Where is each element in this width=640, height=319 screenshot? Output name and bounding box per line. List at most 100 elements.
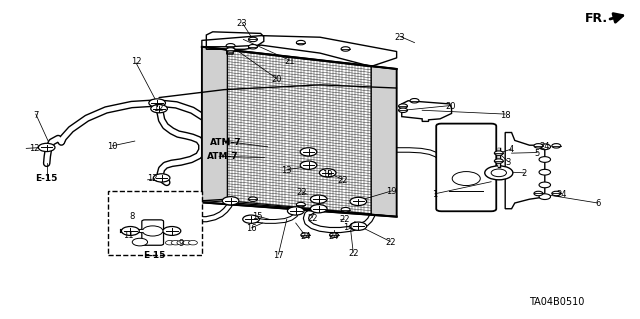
Circle shape [188, 241, 197, 245]
Text: 14: 14 [344, 223, 354, 232]
Text: 6: 6 [595, 199, 600, 208]
Text: 20: 20 [445, 102, 456, 111]
Text: 24: 24 [556, 190, 566, 199]
Text: 22: 22 [339, 215, 349, 224]
Text: 3: 3 [506, 158, 511, 167]
Text: 11: 11 [123, 231, 134, 240]
Circle shape [226, 48, 235, 52]
Circle shape [399, 104, 408, 108]
Text: 22: 22 [348, 249, 358, 258]
Text: FR.: FR. [585, 12, 608, 25]
Circle shape [177, 241, 186, 245]
Text: 17: 17 [273, 251, 284, 260]
Circle shape [552, 191, 561, 196]
Text: 22: 22 [385, 238, 396, 247]
Circle shape [132, 238, 148, 246]
Polygon shape [202, 47, 227, 202]
Text: 22: 22 [297, 188, 307, 197]
Text: E-15: E-15 [143, 251, 165, 260]
Circle shape [539, 144, 550, 150]
Text: 18: 18 [500, 111, 511, 120]
Circle shape [182, 241, 191, 245]
Text: 12: 12 [29, 144, 39, 153]
Text: 24: 24 [329, 232, 339, 241]
Circle shape [534, 191, 543, 196]
Circle shape [484, 166, 513, 180]
Circle shape [248, 197, 257, 201]
Text: ATM-7: ATM-7 [210, 137, 241, 146]
Circle shape [341, 207, 350, 212]
Circle shape [534, 144, 543, 148]
Circle shape [410, 99, 419, 103]
Text: 22: 22 [307, 214, 317, 223]
Polygon shape [371, 66, 397, 217]
Circle shape [287, 207, 304, 215]
Circle shape [539, 182, 550, 188]
Text: 13: 13 [282, 166, 292, 175]
Circle shape [319, 169, 336, 177]
Circle shape [350, 222, 367, 230]
Text: 7: 7 [33, 111, 38, 120]
Text: TA04B0510: TA04B0510 [529, 297, 584, 307]
Circle shape [226, 44, 235, 48]
Text: 22: 22 [337, 176, 348, 185]
Text: 24: 24 [300, 232, 310, 241]
Circle shape [143, 226, 163, 236]
Circle shape [350, 197, 367, 205]
Circle shape [301, 233, 310, 237]
Circle shape [494, 151, 503, 155]
Text: E-15: E-15 [35, 174, 58, 183]
Circle shape [341, 47, 350, 51]
Circle shape [248, 37, 257, 42]
Text: 12: 12 [131, 56, 141, 65]
Text: 12: 12 [153, 104, 164, 113]
Text: 24: 24 [540, 142, 550, 151]
Text: 23: 23 [237, 19, 248, 28]
Text: 23: 23 [394, 33, 405, 42]
Text: 10: 10 [108, 142, 118, 151]
Text: 9: 9 [178, 239, 184, 248]
Text: 8: 8 [129, 212, 134, 221]
Circle shape [122, 226, 140, 235]
Text: ATM-7: ATM-7 [207, 152, 239, 161]
Text: 19: 19 [387, 187, 397, 197]
Circle shape [151, 105, 168, 113]
FancyBboxPatch shape [436, 123, 496, 211]
Circle shape [296, 41, 305, 45]
Text: 4: 4 [509, 145, 514, 154]
Circle shape [539, 169, 550, 175]
Polygon shape [227, 50, 371, 214]
Circle shape [494, 159, 503, 163]
Text: 16: 16 [246, 224, 257, 233]
Circle shape [222, 197, 239, 205]
Text: 15: 15 [252, 212, 262, 221]
Circle shape [163, 226, 180, 235]
Circle shape [552, 144, 561, 148]
Circle shape [172, 241, 180, 245]
Circle shape [539, 157, 550, 162]
Circle shape [539, 194, 550, 199]
Text: 2: 2 [522, 169, 527, 178]
Circle shape [300, 148, 317, 156]
Circle shape [248, 45, 257, 49]
Circle shape [296, 202, 305, 207]
Circle shape [310, 195, 327, 203]
Text: 5: 5 [534, 149, 540, 158]
Text: 1: 1 [433, 190, 438, 199]
FancyBboxPatch shape [142, 220, 164, 245]
Circle shape [243, 215, 259, 223]
Text: 19: 19 [323, 170, 333, 179]
Circle shape [399, 108, 408, 113]
Circle shape [300, 161, 317, 169]
Text: 12: 12 [147, 174, 158, 183]
Circle shape [149, 99, 166, 107]
Circle shape [310, 204, 327, 213]
Circle shape [491, 169, 506, 177]
Circle shape [38, 143, 55, 152]
Circle shape [154, 174, 170, 182]
Bar [108, 191, 202, 256]
Circle shape [452, 172, 480, 186]
Text: 21: 21 [284, 56, 294, 65]
Circle shape [330, 233, 339, 237]
Circle shape [166, 241, 174, 245]
